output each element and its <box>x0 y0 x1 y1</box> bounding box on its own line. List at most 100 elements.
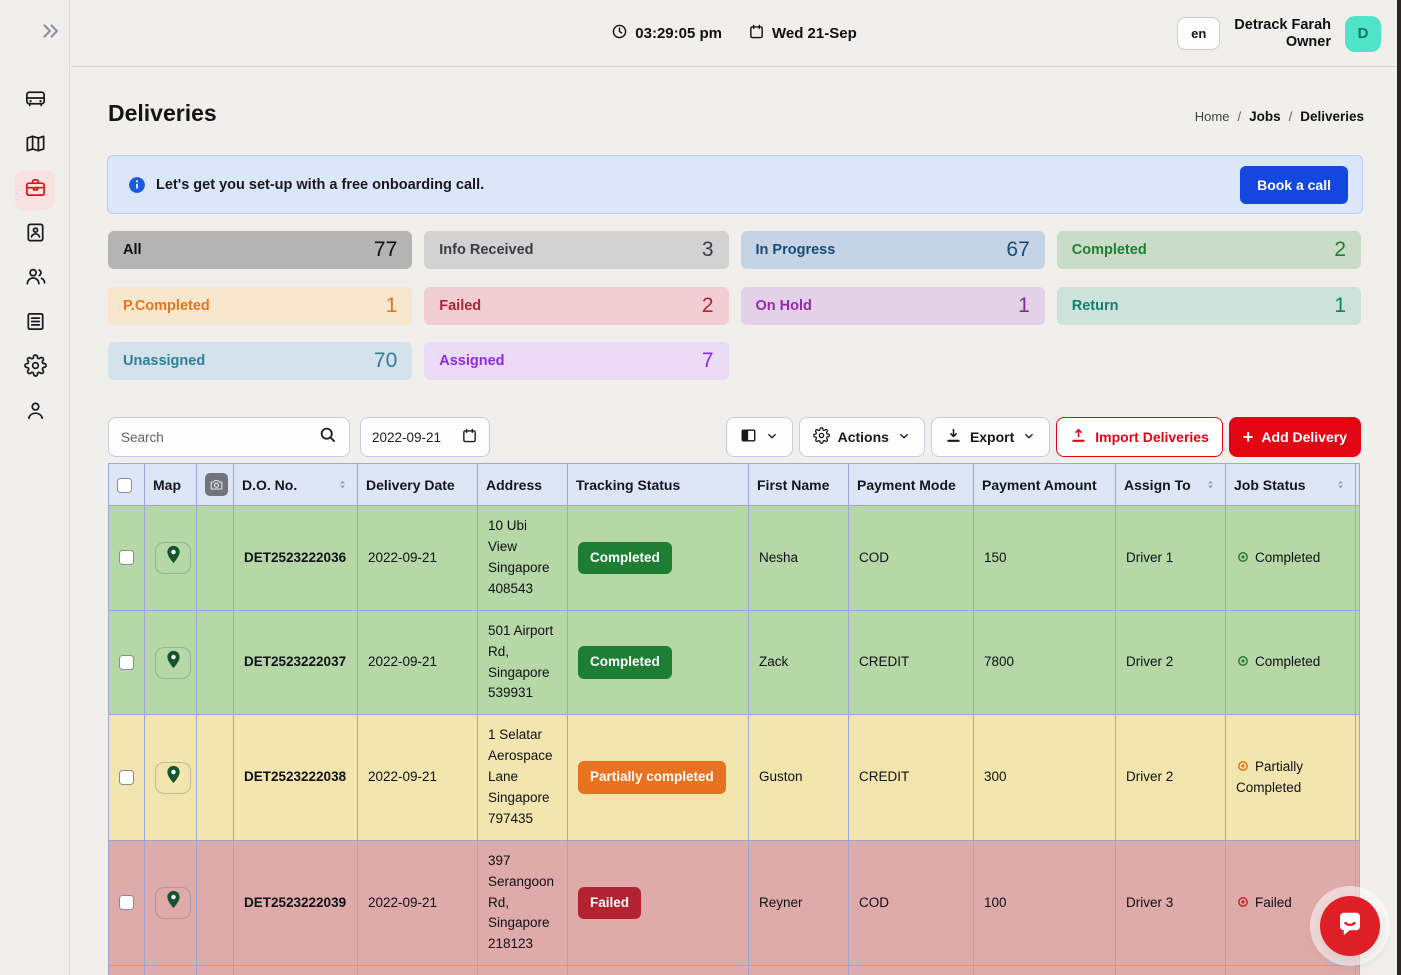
map-icon <box>24 132 47 160</box>
sort-icon[interactable] <box>1204 478 1217 491</box>
import-deliveries-button[interactable]: Import Deliveries <box>1056 417 1223 457</box>
tracking-status-cell: Completed <box>568 506 749 611</box>
job-status-text: Completed <box>1255 654 1320 669</box>
sidebar-item-settings[interactable] <box>15 348 55 388</box>
date-filter-input[interactable]: 2022-09-21 <box>360 417 490 457</box>
status-card-label: Unassigned <box>123 353 205 369</box>
spacer-cell <box>1356 506 1360 611</box>
map-pin-button[interactable] <box>155 762 191 794</box>
row-checkbox[interactable] <box>119 895 134 910</box>
column-header-address: Address <box>478 464 568 506</box>
sidebar-item-contacts[interactable] <box>15 215 55 255</box>
user-info: Detrack Farah Owner <box>1234 17 1331 50</box>
assign_to-cell: Driver 2 <box>1116 611 1226 715</box>
map-pin-button[interactable] <box>155 542 191 574</box>
breadcrumb-item-jobs[interactable]: Jobs <box>1249 109 1281 124</box>
map-pin-button[interactable] <box>155 887 191 919</box>
status-card-on-hold[interactable]: On Hold1 <box>741 287 1045 325</box>
job-status-text: Completed <box>1255 550 1320 565</box>
status-card-grid: All77 Info Received3 In Progress67 Complete… <box>108 231 1361 380</box>
date-text: Wed 21-Sep <box>772 25 857 42</box>
do_no-cell <box>234 966 358 975</box>
spacer-cell <box>1356 966 1360 975</box>
column-header-do_no[interactable]: D.O. No. <box>234 464 358 506</box>
sidebar-item-team[interactable] <box>15 259 55 299</box>
avatar[interactable]: D <box>1345 16 1381 52</box>
app-screen: 03:29:05 pm Wed 21-Sep en Detrack Farah … <box>0 0 1401 975</box>
payment_amount-cell: 300 <box>974 715 1116 841</box>
camera-icon <box>205 473 228 496</box>
sort-icon[interactable] <box>1334 478 1347 491</box>
spacer-cell <box>1356 611 1360 715</box>
sidebar-item-map[interactable] <box>15 126 55 166</box>
search-input[interactable] <box>121 430 318 445</box>
column-label: Payment Mode <box>857 477 956 493</box>
sidebar-item-account[interactable] <box>15 393 55 433</box>
row-checkbox[interactable] <box>119 655 134 670</box>
first_name-cell: Zack <box>749 611 849 715</box>
deliveries-table-wrap: MapD.O. No.Delivery DateAddressTracking … <box>108 463 1363 975</box>
payment_amount-cell <box>974 966 1116 975</box>
breadcrumb-item-home[interactable]: Home <box>1195 109 1230 124</box>
table-header-row: MapD.O. No.Delivery DateAddressTracking … <box>109 464 1360 506</box>
column-label: Delivery Date <box>366 477 455 493</box>
gear-icon <box>813 427 830 447</box>
add-delivery-button[interactable]: + Add Delivery <box>1229 417 1361 457</box>
actions-button[interactable]: Actions <box>799 417 925 457</box>
sort-icon[interactable] <box>336 478 349 491</box>
status-card-return[interactable]: Return1 <box>1057 287 1361 325</box>
tracking-status-cell: Partially completed <box>568 715 749 841</box>
status-card-in-progress[interactable]: In Progress67 <box>741 231 1045 269</box>
column-label: Map <box>153 477 181 493</box>
chat-launcher-button[interactable] <box>1320 896 1380 956</box>
job-status-cell <box>1226 966 1356 975</box>
chevron-down-icon <box>1022 429 1036 446</box>
status-card-info-received[interactable]: Info Received3 <box>424 231 728 269</box>
team-icon <box>24 265 47 293</box>
select-all-checkbox[interactable] <box>117 478 132 493</box>
column-header-assign_to[interactable]: Assign To <box>1116 464 1226 506</box>
date-display: Wed 21-Sep <box>748 23 857 44</box>
table-row: DET25232220382022-09-211 Selatar Aerospa… <box>109 715 1360 841</box>
chevron-down-icon <box>765 429 779 446</box>
export-label: Export <box>970 429 1014 445</box>
breadcrumb-separator: / <box>1237 109 1241 124</box>
search-icon[interactable] <box>318 425 337 449</box>
status-card-unassigned[interactable]: Unassigned70 <box>108 342 412 380</box>
time-display: 03:29:05 pm <box>611 23 722 44</box>
book-a-call-button[interactable]: Book a call <box>1240 166 1348 204</box>
onboarding-banner: Let's get you set-up with a free onboard… <box>107 155 1363 214</box>
column-header-job_status[interactable]: Job Status <box>1226 464 1356 506</box>
chevron-down-icon <box>897 429 911 446</box>
language-button[interactable]: en <box>1177 17 1220 50</box>
row-select-cell <box>109 611 145 715</box>
status-card-count: 2 <box>1334 238 1346 262</box>
job-status-cell: Completed <box>1226 611 1356 715</box>
status-card-completed[interactable]: Completed2 <box>1057 231 1361 269</box>
do_no-cell: DET2523222036 <box>234 506 358 611</box>
map-cell <box>145 841 197 966</box>
upload-icon <box>1070 427 1087 447</box>
download-icon <box>945 427 962 447</box>
row-checkbox[interactable] <box>119 550 134 565</box>
column-header-camera <box>197 464 234 506</box>
status-card-label: In Progress <box>756 242 836 258</box>
status-card-p-completed[interactable]: P.Completed1 <box>108 287 412 325</box>
column-header-select <box>109 464 145 506</box>
sidebar-item-reports[interactable] <box>15 304 55 344</box>
breadcrumb-item-deliveries[interactable]: Deliveries <box>1300 109 1364 124</box>
status-card-all[interactable]: All77 <box>108 231 412 269</box>
chat-bubble-icon <box>1335 909 1365 944</box>
job-status-text: Failed <box>1255 895 1292 910</box>
columns-button[interactable] <box>726 417 793 457</box>
sidebar-expand-button[interactable] <box>36 18 66 48</box>
do_no-cell: DET2523222039 <box>234 841 358 966</box>
row-checkbox[interactable] <box>119 770 134 785</box>
status-card-assigned[interactable]: Assigned7 <box>424 342 728 380</box>
export-button[interactable]: Export <box>931 417 1050 457</box>
map-pin-button[interactable] <box>155 647 191 679</box>
map-pin-icon <box>163 764 184 792</box>
status-card-failed[interactable]: Failed2 <box>424 287 728 325</box>
sidebar-item-vehicles[interactable] <box>15 81 55 121</box>
sidebar-item-jobs[interactable] <box>15 170 55 210</box>
